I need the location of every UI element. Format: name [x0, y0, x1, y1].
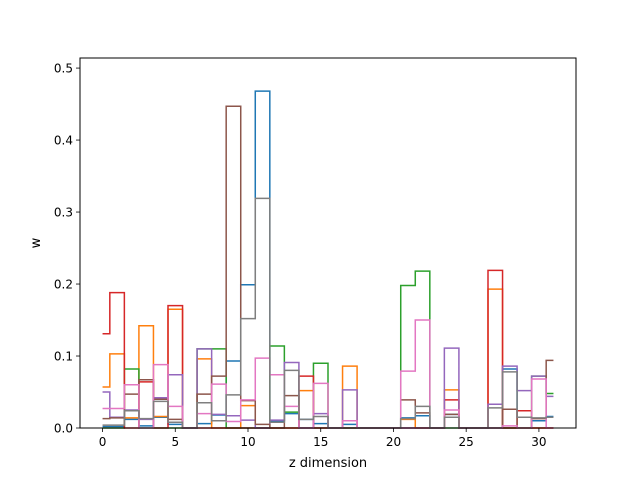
y-tick-label: 0.5 — [54, 62, 73, 76]
x-tick-label: 0 — [99, 435, 107, 449]
series-line-7 — [102, 197, 554, 429]
y-tick-label: 0.1 — [54, 350, 73, 364]
x-tick-label: 30 — [531, 435, 546, 449]
x-axis-ticks: 0 5 10 15 20 25 30 — [99, 428, 547, 449]
y-tick-label: 0.4 — [54, 134, 73, 148]
y-tick-label: 0.0 — [54, 422, 73, 436]
x-tick-label: 5 — [171, 435, 179, 449]
y-tick-label: 0.2 — [54, 278, 73, 292]
plot-frame — [79, 57, 577, 429]
x-tick-label: 20 — [386, 435, 401, 449]
x-tick-label: 10 — [240, 435, 255, 449]
y-tick-label: 0.3 — [54, 206, 73, 220]
y-axis-ticks: 0.0 0.1 0.2 0.3 0.4 0.5 — [54, 62, 80, 436]
x-tick-label: 25 — [459, 435, 474, 449]
y-axis-label: w — [29, 237, 44, 248]
x-tick-label: 15 — [313, 435, 328, 449]
x-axis-label: z dimension — [289, 456, 367, 471]
